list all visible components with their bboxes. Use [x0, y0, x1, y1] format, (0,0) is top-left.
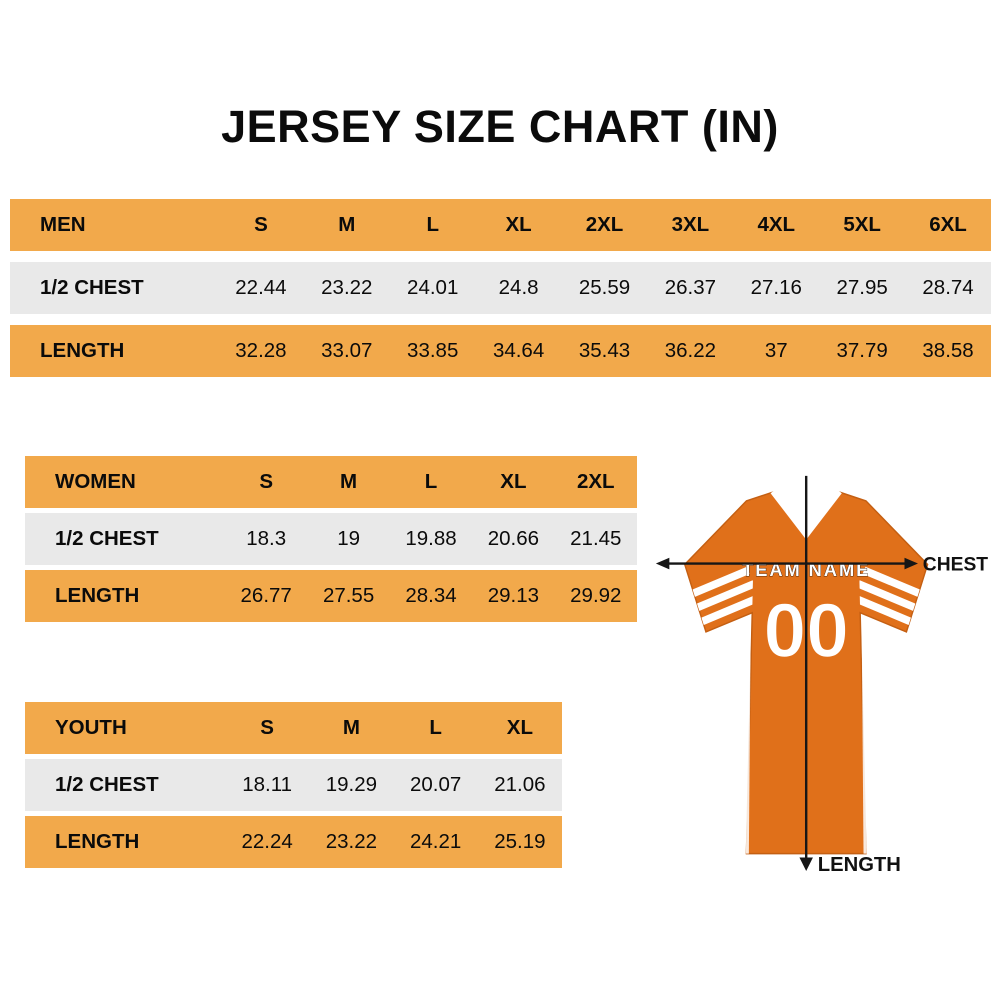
row-label: LENGTH: [55, 830, 140, 853]
length-value: 38.58: [922, 339, 974, 362]
chest-value: 22.44: [235, 276, 287, 299]
row-label: LENGTH: [40, 339, 125, 362]
women-chest-row: 1/2 CHEST 18.3 19 19.88 20.66 21.45: [25, 513, 637, 565]
row-label: 1/2 CHEST: [40, 276, 144, 299]
jersey-illustration-icon: TEAM NAME 00 LENGTH CHEST: [655, 475, 989, 873]
length-value: 26.77: [240, 584, 292, 607]
size-col-header: M: [338, 213, 356, 236]
length-value: 22.24: [241, 830, 293, 853]
youth-table-title: YOUTH: [55, 716, 127, 739]
women-size-table: WOMEN S M L XL 2XL 1/2 CHEST 18.3 19 19.…: [25, 456, 637, 627]
youth-size-table: YOUTH S M L XL 1/2 CHEST 18.11 19.29 20.…: [25, 702, 562, 873]
size-col-header: M: [340, 470, 358, 493]
chest-value: 19: [337, 527, 360, 550]
chest-value: 24.01: [407, 276, 459, 299]
men-length-row: LENGTH 32.28 33.07 33.85 34.64 35.43 36.…: [10, 325, 991, 377]
men-header-row: MEN S M L XL 2XL 3XL 4XL 5XL 6XL: [10, 199, 991, 251]
row-label: 1/2 CHEST: [55, 773, 159, 796]
size-col-header: XL: [505, 213, 532, 236]
length-value: 23.22: [325, 830, 378, 853]
women-table-title: WOMEN: [55, 470, 136, 493]
women-header-row: WOMEN S M L XL 2XL: [25, 456, 637, 508]
chest-value: 24.8: [498, 276, 539, 299]
jersey-measure-diagram: TEAM NAME 00 LENGTH CHEST: [652, 468, 997, 873]
size-col-header: L: [424, 470, 438, 493]
size-col-header: S: [260, 716, 274, 739]
chest-value: 25.59: [578, 276, 631, 299]
length-value: 33.07: [321, 339, 373, 362]
size-col-header: L: [426, 213, 439, 236]
size-col-header: M: [342, 716, 360, 739]
chest-value: 18.11: [242, 773, 293, 796]
size-col-header: 2XL: [585, 213, 624, 236]
chest-value: 21.06: [494, 773, 546, 796]
youth-header-row: YOUTH S M L XL: [25, 702, 562, 754]
size-col-header: 3XL: [671, 213, 710, 236]
chest-value: 21.45: [570, 527, 622, 550]
youth-chest-row: 1/2 CHEST 18.11 19.29 20.07 21.06: [25, 759, 562, 811]
row-label: 1/2 CHEST: [55, 527, 159, 550]
chest-value: 18.3: [246, 527, 287, 550]
size-col-header: XL: [506, 716, 533, 739]
length-value: 37: [764, 339, 788, 362]
size-col-header: 5XL: [843, 213, 881, 236]
length-value: 29.92: [570, 584, 622, 607]
chest-value: 19.29: [325, 773, 378, 796]
length-value: 37.79: [836, 339, 888, 362]
size-col-header: 4XL: [757, 213, 796, 236]
row-label: LENGTH: [55, 584, 140, 607]
chest-value: 19.88: [405, 527, 457, 550]
size-col-header: S: [259, 470, 274, 493]
length-measure-label: LENGTH: [818, 854, 901, 873]
chest-value: 28.74: [922, 276, 974, 299]
youth-length-row: LENGTH 22.24 23.22 24.21 25.19: [25, 816, 562, 868]
size-col-header: XL: [500, 470, 527, 493]
chest-value: 26.37: [664, 276, 717, 299]
length-value: 28.34: [405, 584, 457, 607]
chest-measure-label: CHEST: [923, 554, 989, 575]
size-col-header: S: [254, 213, 268, 236]
length-value: 34.64: [492, 339, 545, 362]
length-value: 24.21: [409, 830, 462, 853]
women-length-row: LENGTH 26.77 27.55 28.34 29.13 29.92: [25, 570, 637, 622]
men-size-table: MEN S M L XL 2XL 3XL 4XL 5XL 6XL 1/2 CHE…: [10, 199, 991, 388]
length-value: 35.43: [578, 339, 631, 362]
men-chest-row: 1/2 CHEST 22.44 23.22 24.01 24.8 25.59 2…: [10, 262, 991, 314]
chest-arrowhead-right-icon: [904, 557, 918, 570]
chest-value: 27.16: [750, 276, 802, 299]
size-col-header: L: [429, 716, 442, 739]
length-value: 32.28: [235, 339, 287, 362]
length-value: 25.19: [494, 830, 546, 853]
length-value: 36.22: [664, 339, 717, 362]
chest-value: 20.07: [409, 773, 462, 796]
page-title: JERSEY SIZE CHART (IN): [221, 101, 779, 152]
chest-value: 20.66: [487, 527, 540, 550]
chest-value: 23.22: [321, 276, 373, 299]
size-col-header: 2XL: [576, 470, 615, 493]
length-value: 33.85: [407, 339, 459, 362]
length-value: 29.13: [487, 584, 540, 607]
chest-arrowhead-left-icon: [655, 557, 670, 570]
length-arrowhead-icon: [799, 857, 813, 871]
chest-value: 27.95: [836, 276, 888, 299]
size-col-header: 6XL: [929, 213, 967, 236]
length-value: 27.55: [322, 584, 375, 607]
men-table-title: MEN: [40, 213, 86, 236]
